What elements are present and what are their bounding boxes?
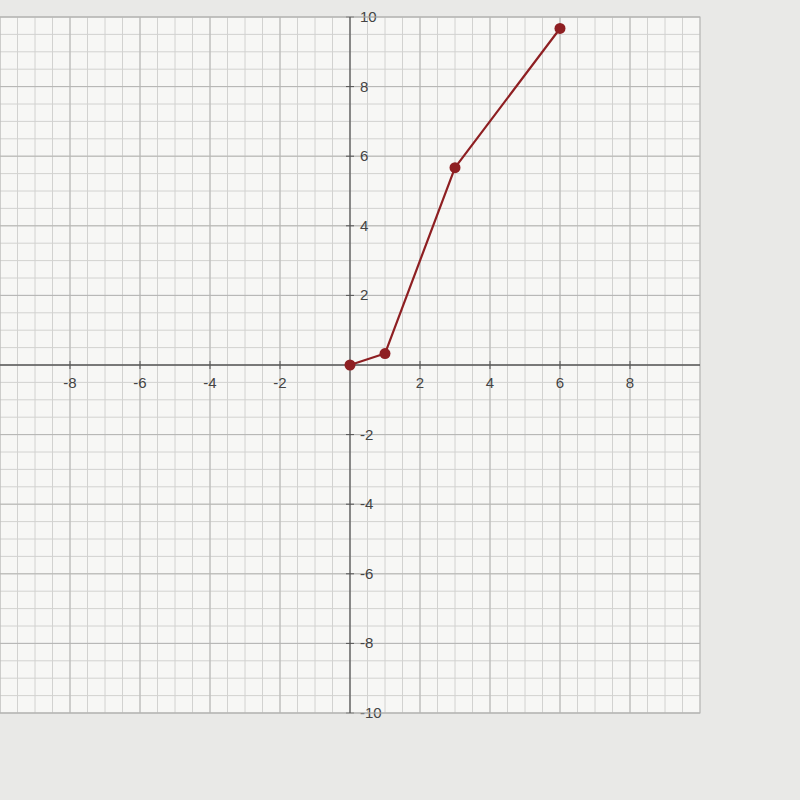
data-line bbox=[350, 28, 560, 365]
data-point bbox=[380, 348, 391, 359]
y-tick-label: 8 bbox=[360, 78, 368, 95]
x-tick-label: -6 bbox=[133, 374, 146, 391]
y-tick-label: -4 bbox=[360, 495, 373, 512]
y-tick-label: 4 bbox=[360, 217, 368, 234]
plot-background bbox=[0, 17, 700, 713]
x-tick-label: -2 bbox=[273, 374, 286, 391]
chart-svg: -8-6-4-22468-10-8-6-4-2246810 bbox=[0, 0, 800, 800]
x-tick-label: 6 bbox=[556, 374, 564, 391]
data-group bbox=[345, 23, 566, 371]
y-tick-label: 2 bbox=[360, 286, 368, 303]
data-point bbox=[450, 162, 461, 173]
plot-frame bbox=[0, 17, 700, 713]
data-point bbox=[345, 360, 356, 371]
y-tick-label: -8 bbox=[360, 634, 373, 651]
x-tick-label: -8 bbox=[63, 374, 76, 391]
chart-container: -8-6-4-22468-10-8-6-4-2246810 bbox=[0, 0, 800, 800]
y-tick-label: 6 bbox=[360, 147, 368, 164]
y-tick-label: -6 bbox=[360, 565, 373, 582]
y-tick-label: -2 bbox=[360, 426, 373, 443]
x-tick-label: 2 bbox=[416, 374, 424, 391]
grid bbox=[0, 17, 700, 713]
x-tick-label: 4 bbox=[486, 374, 494, 391]
data-point bbox=[555, 23, 566, 34]
x-tick-label: -4 bbox=[203, 374, 216, 391]
x-tick-label: 8 bbox=[626, 374, 634, 391]
